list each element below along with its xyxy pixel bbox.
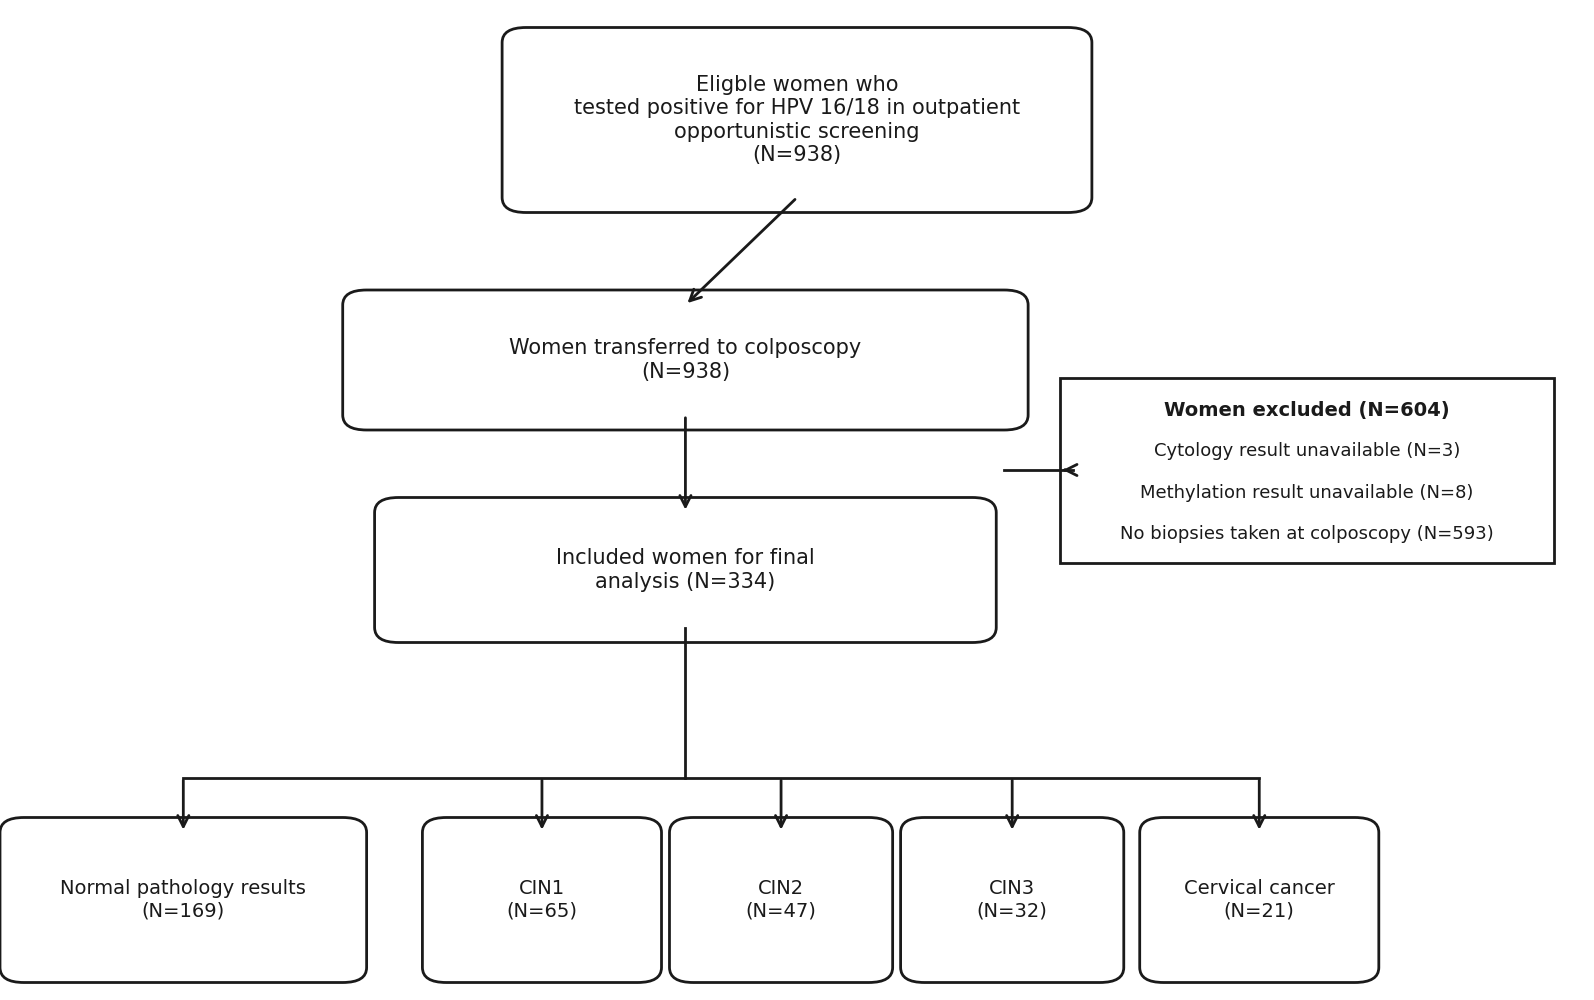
FancyBboxPatch shape bbox=[669, 818, 893, 982]
Text: CIN2
(N=47): CIN2 (N=47) bbox=[746, 880, 816, 920]
Text: Normal pathology results
(N=169): Normal pathology results (N=169) bbox=[61, 880, 306, 920]
FancyBboxPatch shape bbox=[0, 818, 367, 982]
Text: Eligble women who
tested positive for HPV 16/18 in outpatient
opportunistic scre: Eligble women who tested positive for HP… bbox=[574, 75, 1020, 165]
FancyBboxPatch shape bbox=[1140, 818, 1379, 982]
FancyBboxPatch shape bbox=[901, 818, 1124, 982]
FancyBboxPatch shape bbox=[375, 498, 996, 643]
Text: CIN1
(N=65): CIN1 (N=65) bbox=[507, 880, 577, 920]
FancyBboxPatch shape bbox=[422, 818, 662, 982]
Text: Women transferred to colposcopy
(N=938): Women transferred to colposcopy (N=938) bbox=[510, 338, 861, 382]
Text: Methylation result unavailable (N=8): Methylation result unavailable (N=8) bbox=[1140, 484, 1474, 502]
Text: Women excluded (N=604): Women excluded (N=604) bbox=[1164, 401, 1451, 420]
Text: CIN3
(N=32): CIN3 (N=32) bbox=[977, 880, 1047, 920]
FancyBboxPatch shape bbox=[1060, 377, 1554, 562]
FancyBboxPatch shape bbox=[343, 290, 1028, 430]
Text: Cervical cancer
(N=21): Cervical cancer (N=21) bbox=[1184, 880, 1334, 920]
FancyBboxPatch shape bbox=[502, 28, 1092, 213]
Text: Included women for final
analysis (N=334): Included women for final analysis (N=334… bbox=[556, 548, 815, 592]
Text: Cytology result unavailable (N=3): Cytology result unavailable (N=3) bbox=[1154, 442, 1460, 460]
Text: No biopsies taken at colposcopy (N=593): No biopsies taken at colposcopy (N=593) bbox=[1121, 525, 1494, 543]
